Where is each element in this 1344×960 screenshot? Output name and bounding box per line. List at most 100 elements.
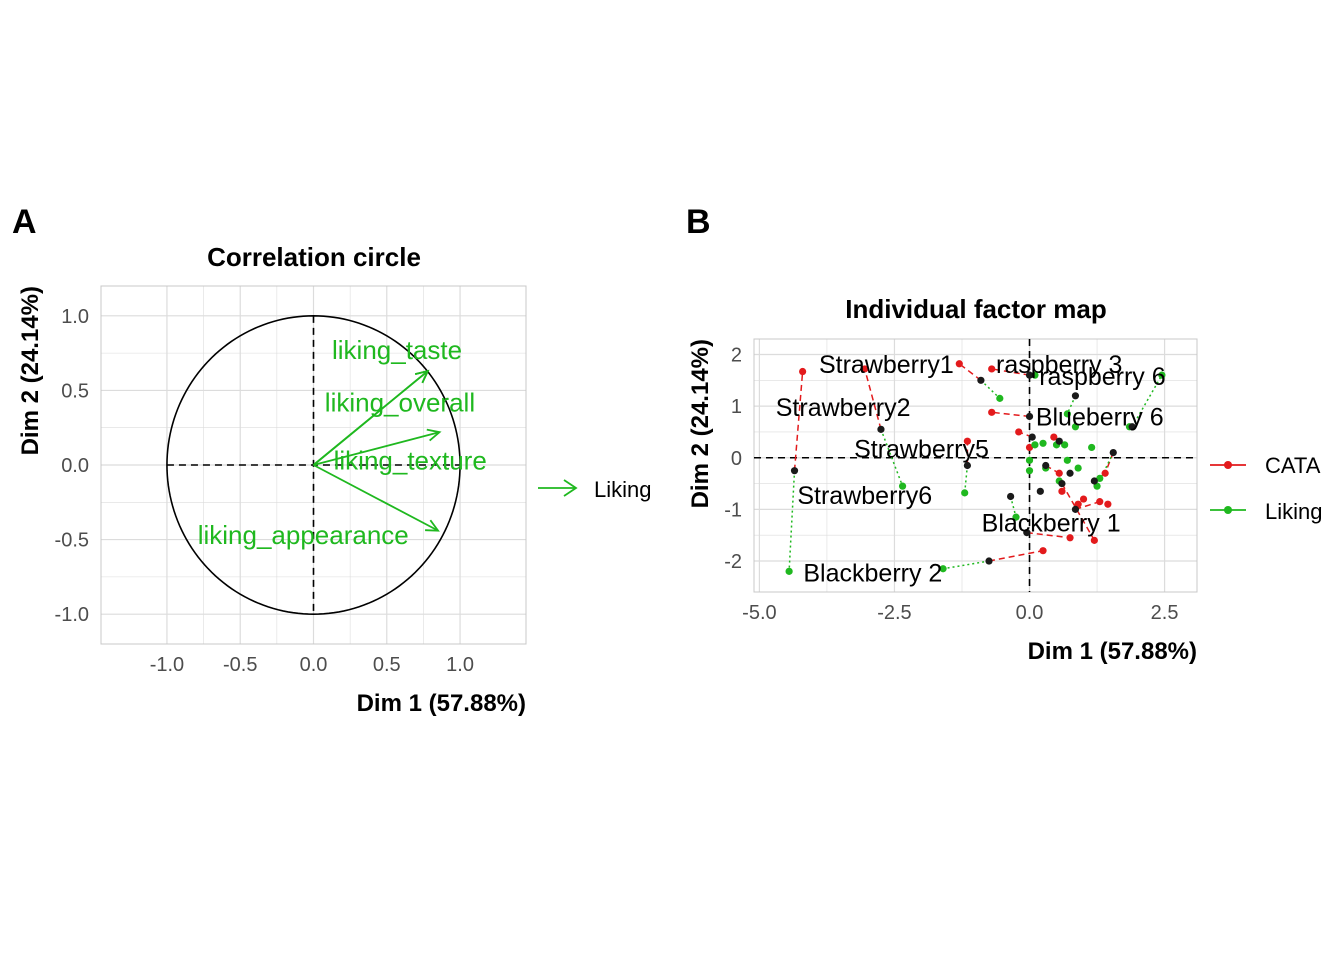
individual-label: Strawberry1 [819, 351, 954, 379]
liking-link-segment [1009, 496, 1017, 518]
individual-label: Blueberry 6 [1036, 403, 1164, 431]
liking-point [1071, 423, 1080, 431]
liking-point [1063, 456, 1071, 464]
panel-b-ytick-label: -2 [724, 551, 742, 573]
panel-b-legend-liking-label: Liking [1265, 499, 1322, 524]
cata-link-segment [958, 363, 982, 381]
vector-arrow-liking_texture [313, 431, 440, 466]
individual-center-point [1036, 487, 1044, 495]
panel-a-legend-label: Liking [594, 477, 651, 502]
cata-point [1015, 428, 1023, 436]
cata-link-segment [793, 371, 804, 471]
liking-point [1025, 467, 1034, 475]
liking-link-segment [788, 470, 796, 572]
cata-point [861, 365, 869, 373]
individual-center-point [1028, 433, 1036, 441]
cata-link-segment [1026, 531, 1071, 539]
panel-a-xtick-label: -1.0 [150, 654, 184, 676]
liking-point [1063, 410, 1071, 418]
cata-point [1096, 498, 1104, 506]
panel-a-border [100, 285, 527, 645]
cata-point [1050, 433, 1058, 441]
cata-point [1039, 547, 1047, 555]
liking-point [1012, 513, 1020, 521]
panel-a-xtick-label: -0.5 [223, 654, 257, 676]
vector-label-liking_texture: liking_texture [334, 446, 487, 476]
panel-a-ytick-label: -0.5 [55, 530, 89, 552]
cata-point [1104, 500, 1112, 508]
panel-a-plot-area: liking_taste liking_overall liking_texture… [166, 315, 487, 615]
cata-point [988, 365, 996, 373]
panel-b-grid [754, 339, 1197, 592]
liking-point [785, 567, 793, 575]
individual-center-point [1128, 423, 1136, 431]
panel-b-ytick-label: 0 [731, 448, 742, 470]
individual-center-point [1023, 529, 1031, 537]
panel-b: B Individual factor map Strawberry1 raspb… [686, 203, 1322, 665]
cata-point [799, 367, 807, 376]
liking-point [1031, 371, 1039, 379]
panel-b-tag: B [686, 203, 711, 241]
liking-point [961, 489, 969, 497]
panel-b-legend: CATA Liking [1210, 453, 1322, 524]
panel-a-ytick-label: 0.0 [61, 455, 89, 477]
liking-point [1074, 464, 1082, 472]
cata-point [1101, 469, 1109, 477]
panel-a-ytick-label: -1.0 [55, 604, 89, 626]
individual-center-point [977, 376, 985, 384]
liking-link-segment [880, 429, 904, 487]
cata-point [988, 408, 996, 416]
individual-center-point [877, 425, 885, 433]
panel-a-ticks: -1.0 -0.5 0.0 0.5 1.0 -1.0 -0.5 0.0 0.5 1.0 [55, 306, 474, 676]
vector-arrowhead-liking_overall [414, 369, 430, 384]
liking-point [1088, 443, 1096, 452]
cata-link-segment [991, 411, 1030, 418]
individual-label: raspberry 6 [1039, 363, 1165, 391]
cata-point [1058, 487, 1066, 495]
panel-b-legend-cata-label: CATA [1265, 453, 1321, 478]
individual-label: Blackberry 2 [803, 559, 942, 587]
cata-point [1066, 534, 1074, 542]
cata-link-segment [1061, 483, 1096, 541]
liking-point [939, 565, 947, 573]
individual-label: Strawberry5 [854, 435, 989, 463]
panel-a-ytick-label: 1.0 [61, 306, 89, 328]
cata-link-segment [991, 368, 1030, 376]
panel-a-title: Correlation circle [207, 242, 421, 272]
panel-b-xtick-label: -2.5 [877, 602, 911, 624]
individual-center-point [1071, 505, 1080, 513]
panel-a-xtick-label: 0.5 [373, 654, 401, 676]
panel-b-border [753, 338, 1198, 593]
cata-link-segment [988, 549, 1044, 562]
panel-b-xtick-label: 0.0 [1016, 602, 1044, 624]
panel-a-ytick-label: 0.5 [61, 380, 89, 402]
vector-label-liking_appearance: liking_appearance [198, 520, 409, 550]
vector-label-liking_overall: liking_overall [325, 387, 475, 417]
liking-link-segment [980, 379, 1001, 399]
panel-a-xlabel: Dim 1 (57.88%) [357, 690, 526, 717]
individual-label: Strawberry2 [776, 394, 911, 422]
panel-b-ytick-label: 1 [731, 396, 742, 418]
panel-b-ticks: -5.0 -2.5 0.0 2.5 -2 -1 0 1 2 [724, 344, 1178, 624]
legend-liking-arrow-head [563, 479, 578, 497]
panel-b-xtick-label: -5.0 [742, 602, 776, 624]
panel-b-ytick-label: -1 [724, 499, 742, 521]
cata-point [1055, 469, 1063, 477]
cata-link-segment [1075, 500, 1100, 511]
vector-arrowhead-liking_appearance [425, 519, 440, 532]
cata-point [1079, 495, 1088, 503]
individual-center-point [1071, 392, 1080, 400]
liking-point [1031, 441, 1039, 449]
individual-center-point [1025, 371, 1034, 379]
panel-b-xtick-label: 2.5 [1151, 602, 1179, 624]
individual-center-point [1025, 412, 1034, 421]
liking-point [1158, 371, 1166, 379]
individual-center-point [985, 557, 993, 565]
individual-center-point [1058, 479, 1066, 488]
liking-point [1096, 474, 1104, 483]
individual-center-point [1055, 437, 1063, 445]
liking-point [996, 394, 1004, 402]
cata-point [963, 437, 971, 445]
